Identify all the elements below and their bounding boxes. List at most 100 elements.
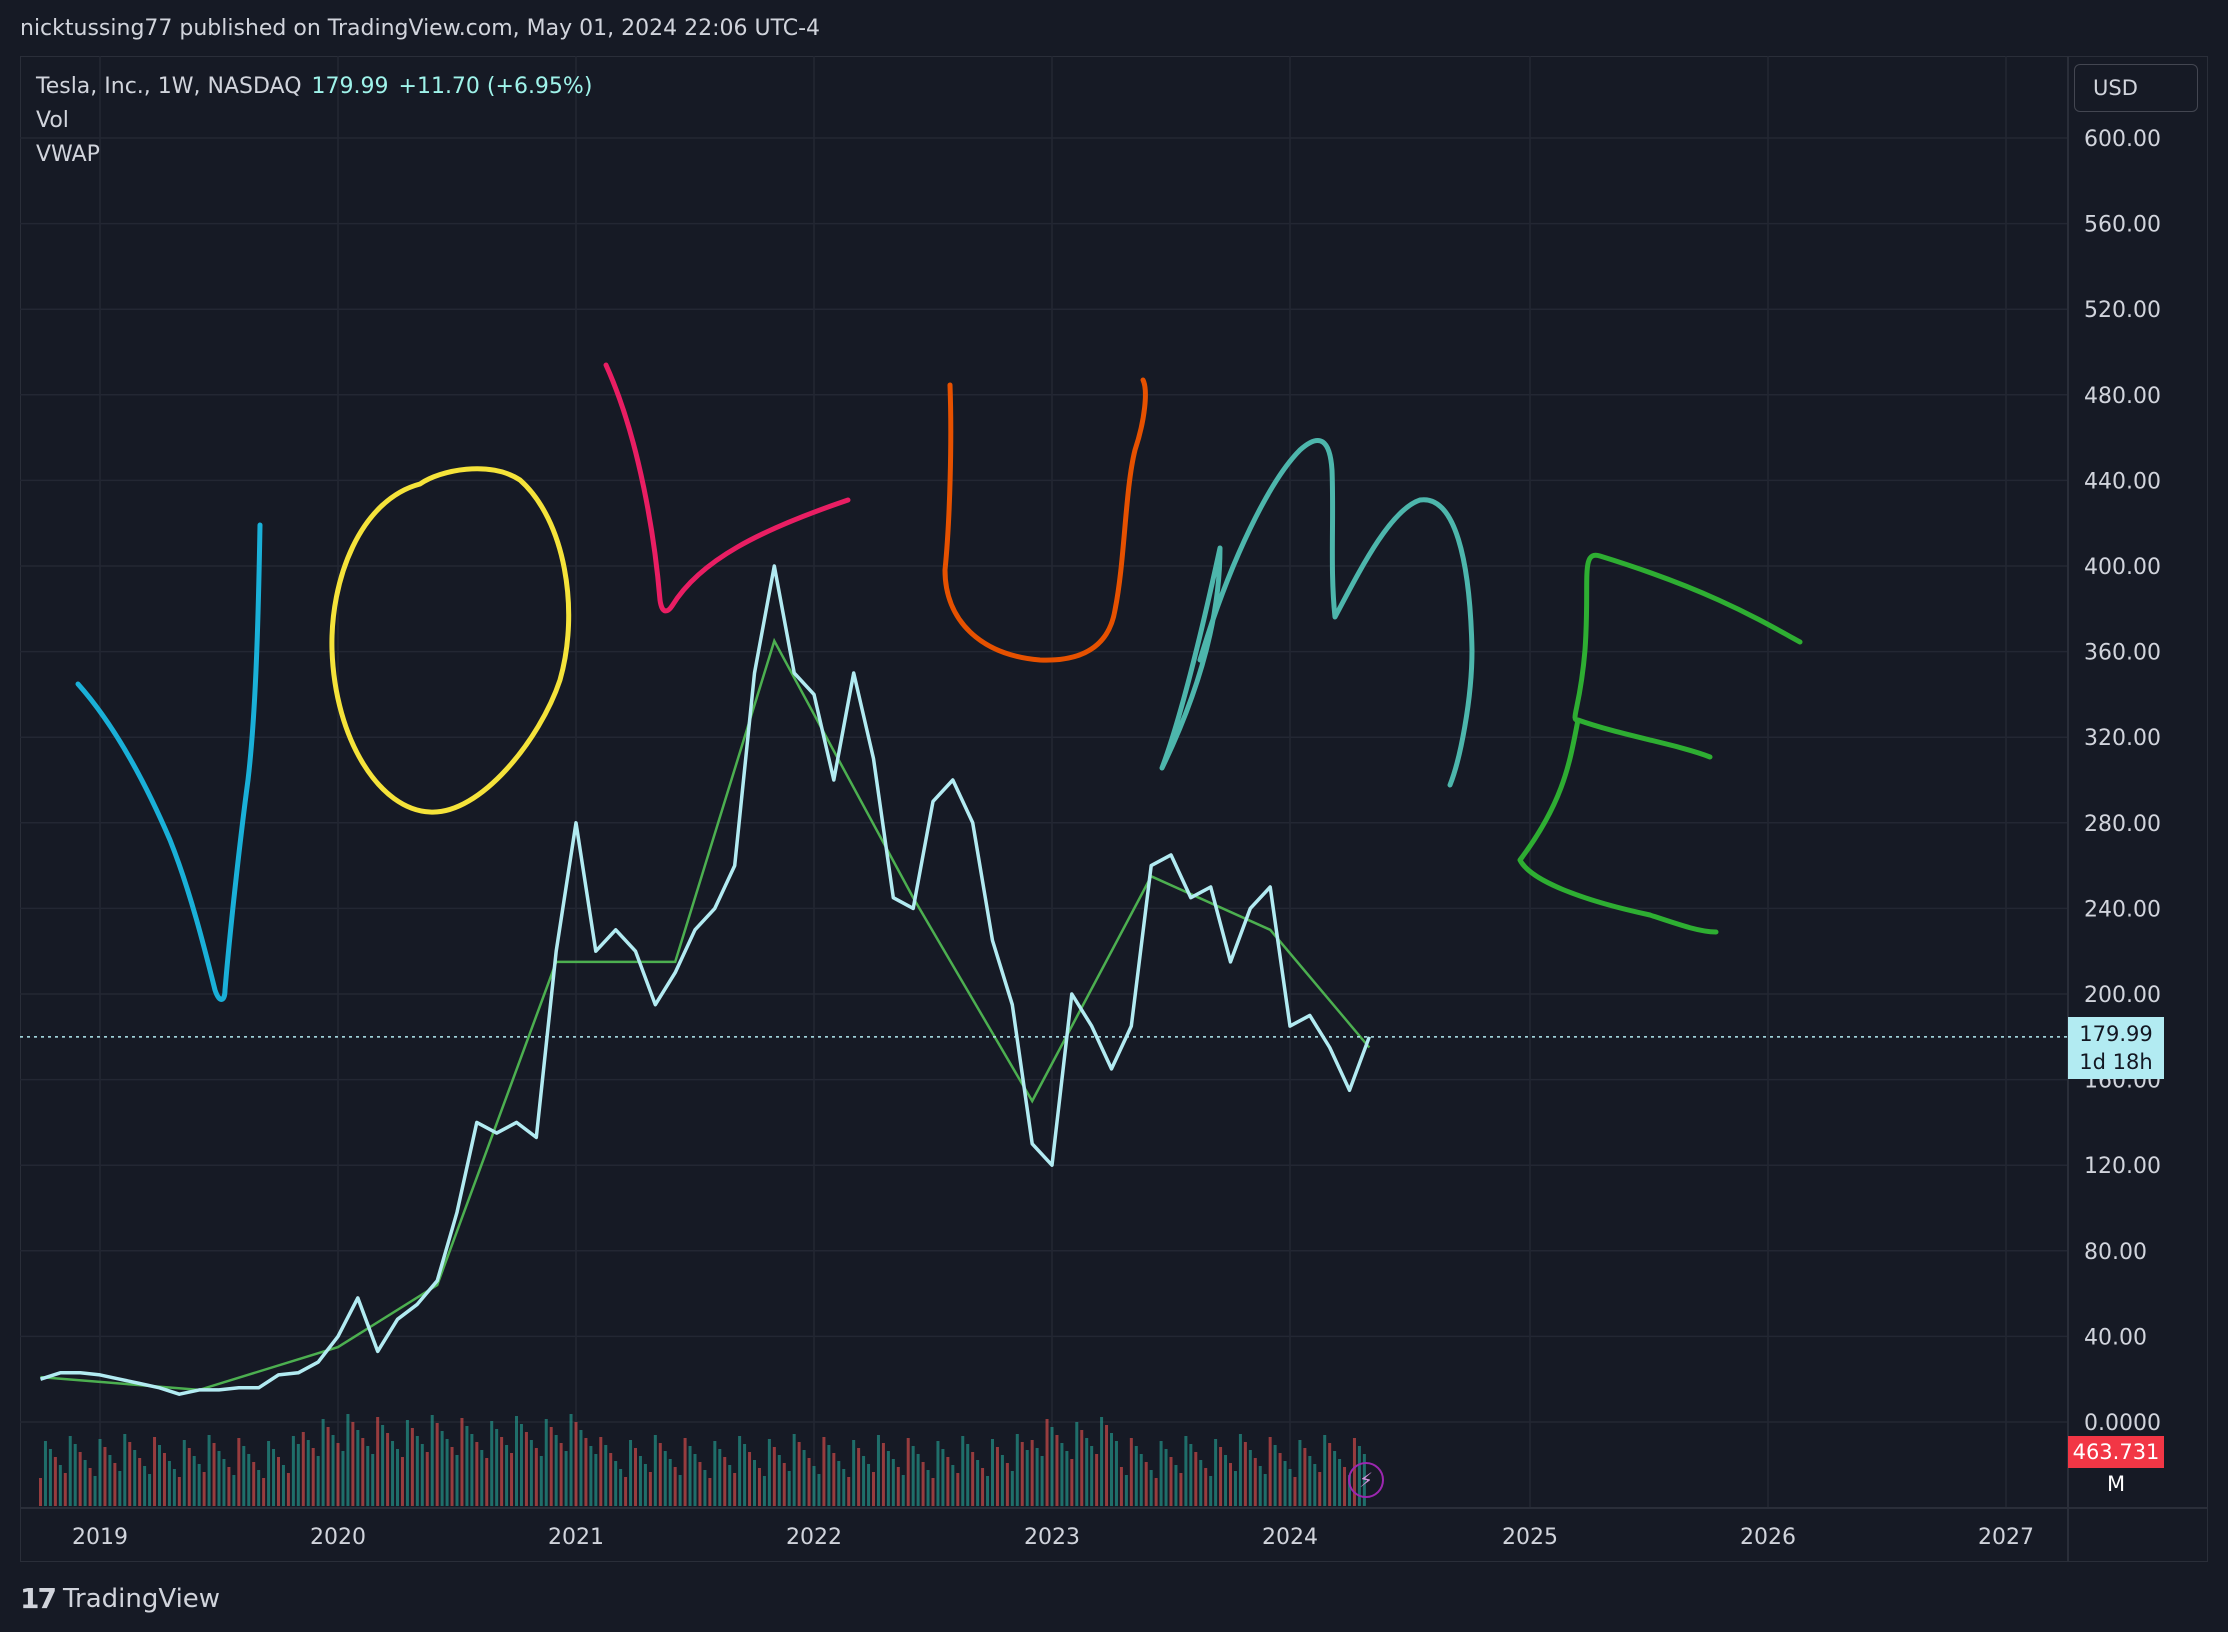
volume-bar (78, 1452, 82, 1506)
legend-symbol: Tesla, Inc., 1W, NASDAQ (36, 74, 302, 99)
volume-bar (217, 1451, 221, 1506)
tradingview-logo[interactable]: 17 TradingView (20, 1582, 220, 1615)
volume-bar (807, 1458, 811, 1506)
volume-bar (227, 1467, 231, 1506)
volume-bar (767, 1439, 771, 1506)
volume-bar (827, 1445, 831, 1506)
volume-bar (1263, 1474, 1267, 1506)
volume-bar (515, 1416, 518, 1506)
volume-bar (976, 1460, 980, 1506)
legend-symbol-row[interactable]: Tesla, Inc., 1W, NASDAQ 179.99 +11.70 (+6.… (36, 70, 592, 104)
volume-bar (708, 1478, 712, 1506)
chart-legend: Tesla, Inc., 1W, NASDAQ 179.99 +11.70 (+6.… (36, 70, 592, 172)
volume-bar (153, 1437, 157, 1506)
volume-bar (792, 1434, 796, 1506)
chart-frame (20, 56, 2208, 1562)
volume-bar (1238, 1434, 1242, 1506)
volume-bar (336, 1443, 340, 1506)
volume-bar (634, 1448, 637, 1506)
volume-bar (1224, 1455, 1228, 1506)
volume-bar (549, 1427, 553, 1506)
price-axis-label: 400.00 (2084, 555, 2161, 580)
volume-bar (1105, 1425, 1109, 1506)
volume-bar (1283, 1461, 1287, 1506)
legend-indicator-vol[interactable]: Vol (36, 108, 69, 133)
volume-bar (599, 1437, 603, 1506)
drawing-letter-o (329, 466, 572, 815)
volume-bar (138, 1458, 142, 1506)
time-axis-label: 2024 (1262, 1525, 1318, 1550)
volume-bar (757, 1468, 761, 1506)
volume-bar (346, 1414, 350, 1506)
volume-bar (222, 1459, 226, 1506)
volume-bar (703, 1470, 707, 1506)
volume-bar (366, 1446, 370, 1506)
time-axis-label: 2022 (786, 1525, 842, 1550)
volume-bar (693, 1454, 697, 1506)
time-axis-labels: 2019 2020 2021 2022 2023 2024 2025 2026 2027 (72, 1525, 2034, 1550)
volume-bar (272, 1449, 276, 1506)
volume-bar (733, 1473, 737, 1506)
volume-bar (1343, 1467, 1347, 1506)
volume-bar (450, 1447, 454, 1506)
volume-bar (837, 1461, 841, 1506)
price-axis-label: 280.00 (2084, 812, 2161, 837)
volume-bar (1139, 1454, 1143, 1506)
volume-bar (743, 1444, 747, 1506)
volume-bar (1114, 1441, 1118, 1506)
currency-button[interactable]: USD (2074, 64, 2198, 112)
volume-bar (946, 1457, 950, 1506)
volume-bar (480, 1450, 484, 1506)
volume-bar (420, 1444, 424, 1506)
volume-bar (1333, 1451, 1337, 1506)
volume-bar (1248, 1450, 1252, 1506)
volume-bar (782, 1463, 786, 1506)
time-axis-label: 2019 (72, 1525, 128, 1550)
volume-bar (356, 1430, 360, 1506)
volume-bar (63, 1473, 67, 1506)
volume-bar (207, 1435, 211, 1506)
volume-bar (961, 1436, 965, 1506)
hand-drawn-annotation (75, 362, 1803, 1002)
time-axis-label: 2026 (1740, 1525, 1796, 1550)
volume-bar (559, 1443, 563, 1506)
volume-bar (1124, 1475, 1128, 1506)
drawing-letter-l (603, 362, 851, 614)
volume-bar (906, 1438, 910, 1506)
volume-bar (648, 1472, 652, 1506)
volume-bar (1308, 1456, 1312, 1506)
volume-bar (396, 1449, 399, 1506)
volume-bar (1045, 1419, 1049, 1506)
volume-bar (425, 1452, 429, 1506)
volume-bar (73, 1444, 77, 1506)
volume-bar (1035, 1448, 1039, 1506)
volume-bar (192, 1456, 196, 1506)
lightning-icon[interactable]: ⚡ (1348, 1462, 1384, 1498)
volume-bar (182, 1440, 186, 1506)
volume-bar (1000, 1455, 1004, 1506)
countdown-label: 1d 18h (2079, 1049, 2153, 1074)
volume-bar (1179, 1473, 1183, 1506)
time-axis-label: 2025 (1502, 1525, 1558, 1550)
volume-bar (1214, 1439, 1218, 1506)
volume-bar (1338, 1459, 1342, 1506)
volume-bar (1219, 1447, 1223, 1506)
volume-bar (832, 1453, 836, 1506)
volume-bar (267, 1441, 271, 1506)
volume-bar (1005, 1463, 1009, 1506)
volume-bar (1174, 1465, 1178, 1506)
volume-bar (351, 1422, 355, 1506)
volume-bar (658, 1443, 662, 1506)
volume-bar (93, 1476, 97, 1506)
volume-bar (1159, 1441, 1163, 1506)
volume-bar (594, 1454, 598, 1506)
volume-bar (148, 1474, 152, 1506)
legend-indicator-vwap[interactable]: VWAP (36, 142, 100, 167)
volume-bar (247, 1454, 251, 1506)
volume-bar (1323, 1435, 1327, 1506)
volume-bar (748, 1452, 752, 1506)
volume-bar (410, 1428, 414, 1506)
volume-bar (465, 1426, 469, 1506)
volume-bar (1119, 1467, 1123, 1506)
